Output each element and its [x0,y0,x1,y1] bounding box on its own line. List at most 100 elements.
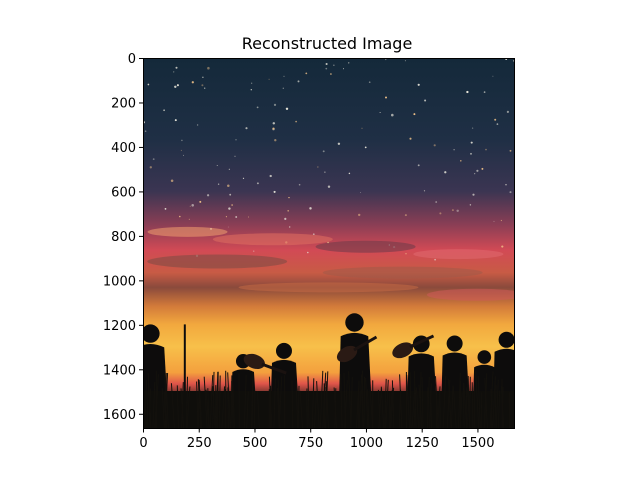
star [358,213,361,217]
star [496,123,499,125]
grass-blade [218,375,221,428]
person-head [275,342,292,359]
grass-blade [463,383,468,428]
star [149,166,152,169]
star [234,155,236,157]
cloud [147,226,228,237]
grass-blade [291,380,294,428]
star [297,80,300,83]
x-tick-label: 1500 [461,436,494,451]
star [170,179,174,182]
star [202,76,204,79]
grass-blade [246,391,249,428]
grass-blade [253,390,256,428]
grass-blade [458,372,461,428]
star [253,250,255,252]
star [472,193,475,196]
cloud [413,249,504,260]
grass-field [143,370,514,428]
guitar [243,353,287,375]
star [225,216,227,218]
y-tick-label: 800 [111,230,136,245]
star [229,193,232,196]
grass-blade [221,386,226,428]
grass-blade [273,378,276,428]
star [242,177,245,179]
grass-blade [406,374,411,428]
y-tick-label: 1200 [103,319,136,334]
grass-blade [161,387,165,428]
star [325,67,328,70]
grass-blade [186,376,188,428]
star [385,59,387,61]
star [216,164,218,166]
x-axis: 0 250 500 750 1000 1250 1500 [139,428,494,451]
grass-blade [198,379,202,428]
star [317,166,319,168]
grass-blade [411,386,416,428]
star [483,91,486,93]
star [512,60,514,62]
chart-title: Reconstructed Image [242,34,413,53]
grass-blade [363,376,365,428]
cloud [212,233,333,246]
grass-blade [459,392,463,428]
grass-blade [299,390,303,428]
star [283,75,285,78]
star [235,139,237,141]
grass-blade [385,379,389,428]
grass-blade [340,373,343,428]
grass-blade [426,376,430,428]
star [174,119,177,122]
star [174,85,177,89]
grass-blade [251,390,254,428]
cloud [315,240,416,253]
y-tick-label: 600 [111,185,136,200]
grass-blade [146,388,149,428]
star [439,212,442,215]
star [228,168,230,170]
star [509,149,512,152]
star [285,107,289,111]
star [245,127,248,130]
star [485,148,487,151]
star [333,64,335,66]
grass-blade [416,387,420,428]
grass-blade [250,371,254,428]
x-tick-label: 250 [187,436,212,451]
star [348,172,351,175]
star [164,208,167,210]
grass-blade [176,385,179,428]
grass-blade [350,376,353,428]
star [364,146,367,149]
star [287,209,290,212]
grass-blade [465,387,468,428]
grass-blade [391,380,395,428]
star [272,127,275,130]
grass-blade [227,372,231,428]
star [337,142,341,146]
grass-blade [484,377,488,428]
y-axis: 0 200 400 600 800 1000 1200 1400 1600 [103,52,144,423]
star [417,164,420,167]
grass-blade [365,377,369,428]
y-tick-label: 1000 [103,274,136,289]
star [183,154,184,156]
grass-blade [170,383,175,428]
star [347,62,350,64]
star [469,204,472,206]
star [189,205,191,207]
star [191,204,194,207]
star [199,200,202,203]
grass-blade [231,375,236,428]
grass-blade [367,389,370,428]
grass-blade [429,383,432,428]
reconstructed-image [143,58,514,428]
star [505,184,507,186]
star [273,103,277,107]
grass-blade [471,382,474,428]
cloud [238,282,419,293]
grass-blade [413,370,417,428]
cloud [322,266,483,279]
star [506,110,510,114]
